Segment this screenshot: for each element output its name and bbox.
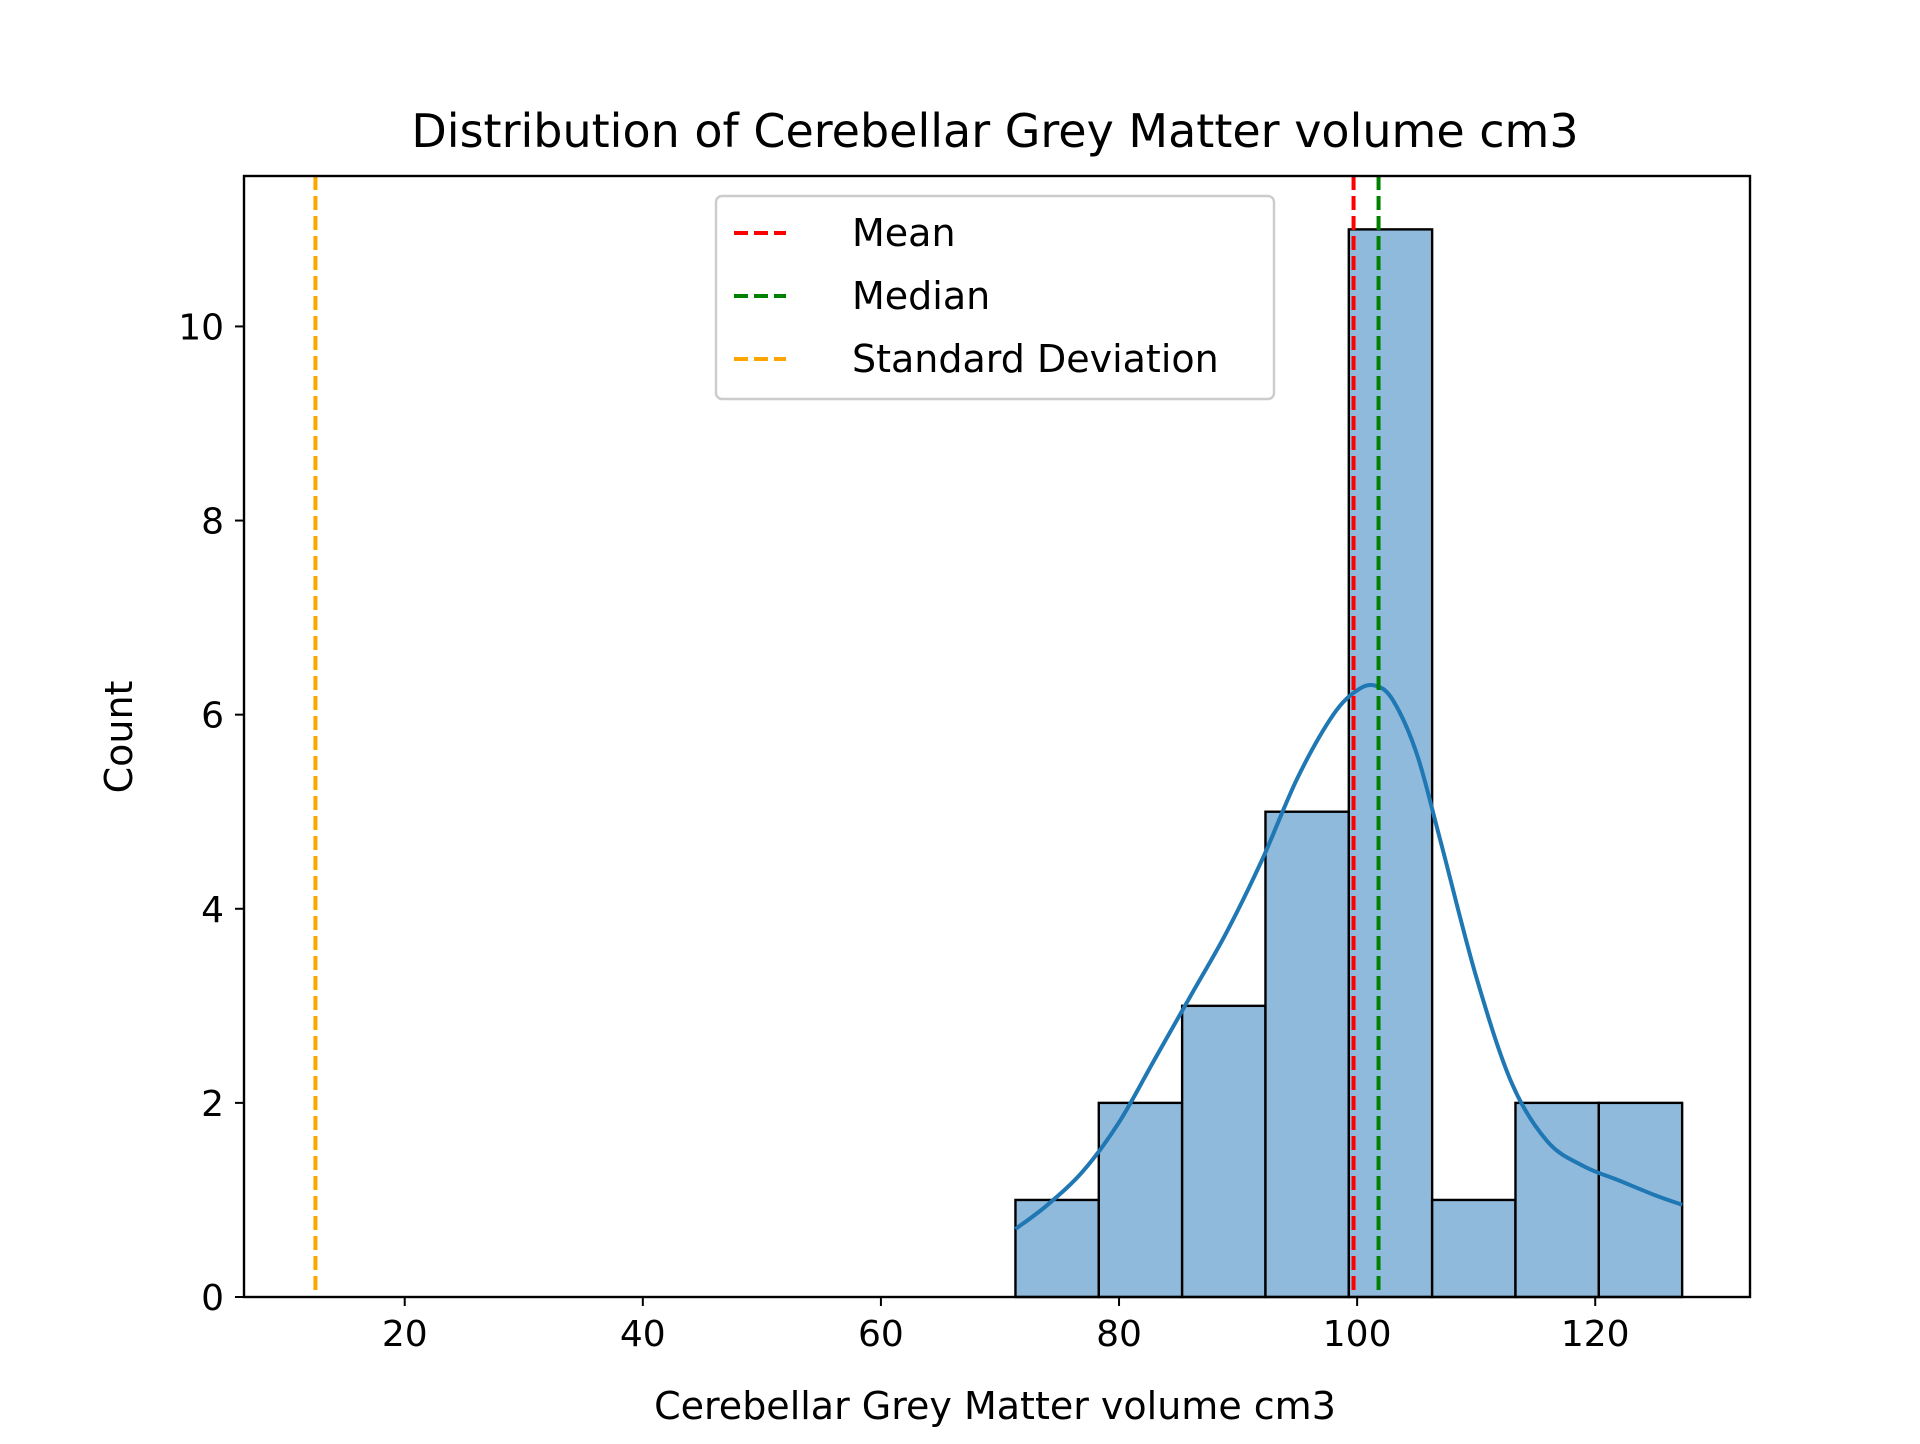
legend-entries: Mean Median Standard Deviation	[734, 211, 1219, 381]
plot-area	[242, 174, 1752, 1299]
x-axis: 20 40 60 80 100 120	[382, 1297, 1630, 1355]
chart-title: Distribution of Cerebellar Grey Matter v…	[411, 104, 1578, 158]
legend-label-standard-deviation: Standard Deviation	[852, 337, 1219, 381]
histogram-bar-4	[1264, 810, 1350, 1299]
y-axis-label: Count	[97, 681, 141, 794]
x-tick-label-20: 20	[382, 1314, 428, 1355]
y-tick-label-6: 6	[201, 696, 224, 737]
x-tick-label-60: 60	[858, 1314, 904, 1355]
histogram-bar-6	[1430, 1198, 1517, 1299]
y-axis: 0 2 4 6 8 10	[178, 307, 244, 1319]
y-tick-label-10: 10	[178, 307, 224, 348]
x-tick-label-40: 40	[620, 1314, 666, 1355]
histogram-bar-2	[1097, 1101, 1184, 1299]
x-tick-label-80: 80	[1096, 1314, 1142, 1355]
histogram-bar-7	[1514, 1101, 1601, 1299]
reference-lines	[313, 176, 1381, 1297]
histogram-bar-3	[1180, 1004, 1267, 1299]
kde-curve-group	[1014, 682, 1683, 1231]
legend: Mean Median Standard Deviation	[714, 194, 1276, 401]
y-tick-label-2: 2	[201, 1084, 224, 1125]
kde-curve	[1014, 682, 1683, 1231]
x-axis-label: Cerebellar Grey Matter volume cm3	[654, 1384, 1336, 1428]
legend-label-mean: Mean	[852, 211, 956, 255]
x-tick-label-120: 120	[1561, 1314, 1630, 1355]
y-tick-label-4: 4	[201, 890, 224, 931]
legend-label-median: Median	[852, 274, 990, 318]
y-tick-label-0: 0	[201, 1278, 224, 1319]
legend-box	[714, 194, 1276, 401]
y-tick-label-8: 8	[201, 502, 224, 543]
axes-frame	[242, 174, 1752, 1299]
x-tick-label-100: 100	[1323, 1314, 1392, 1355]
histogram-bar-1	[1014, 1198, 1100, 1299]
